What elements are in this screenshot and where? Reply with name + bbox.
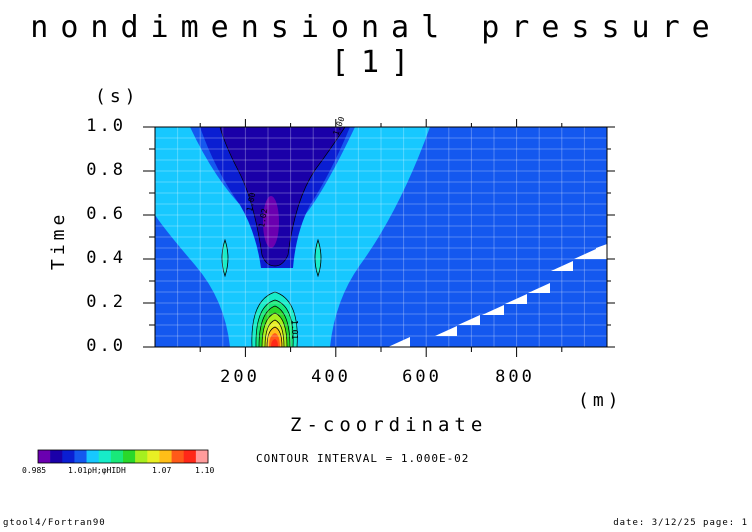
contour-label: 1.02	[257, 208, 269, 229]
contour-label: 1.01	[290, 320, 299, 339]
navy-core	[220, 127, 345, 266]
colorbar-swatch	[159, 450, 172, 463]
x-tick-label: 400	[311, 367, 351, 387]
colorbar-label-high: 1.07	[152, 466, 172, 475]
y-tick-label: 1.0	[86, 116, 126, 136]
colorbar-swatch	[86, 450, 100, 463]
left-side-blob	[221, 238, 229, 278]
contour-labels: 1.001.001.011.02	[245, 115, 346, 339]
lower-level-8	[271, 339, 278, 347]
colorbar-swatch	[195, 450, 209, 463]
colorbar-label-max: 1.10	[195, 466, 215, 475]
purple-core	[263, 196, 279, 248]
colorbar-frame	[37, 449, 209, 464]
colorbar-swatch	[171, 450, 185, 463]
colorbar-swatch	[183, 450, 197, 463]
x-tick-label: 200	[220, 367, 260, 387]
grid-lines	[154, 126, 608, 348]
y-tick-label: 0.0	[86, 336, 126, 356]
colorbar-label-mid: 1.01ρH;φHIDH	[68, 466, 126, 475]
colorbar-swatch	[110, 450, 124, 463]
colorbar-swatch	[147, 450, 160, 463]
y-tick-label: 0.6	[86, 204, 126, 224]
white-wedges	[388, 244, 607, 347]
colorbar-label-min: 0.985	[22, 466, 47, 475]
colorbar-swatch	[74, 450, 87, 463]
x-axis-unit: (m)	[578, 390, 623, 411]
contour-fills	[155, 127, 607, 347]
x-axis-label: Z-coordinate	[290, 414, 488, 436]
y-tick-label: 0.4	[86, 248, 126, 268]
contour-interval-text: CONTOUR INTERVAL = 1.000E-02	[256, 452, 470, 465]
y-tick-label: 0.2	[86, 292, 126, 312]
contour-label: 1.00	[245, 192, 257, 213]
colorbar-swatch	[135, 450, 148, 463]
y-tick-label: 0.8	[86, 160, 126, 180]
colorbar	[37, 449, 209, 464]
x-tick-label: 600	[402, 367, 442, 387]
colorbar-swatch	[123, 450, 136, 463]
colorbar-swatch	[98, 450, 112, 463]
x-tick-label: 800	[495, 367, 535, 387]
right-side-blob	[314, 238, 322, 278]
y-axis-unit: (s)	[95, 86, 140, 107]
footer-right: date: 3/12/25 page: 1	[613, 518, 748, 528]
axis-ticks	[143, 119, 615, 357]
chart-title: nondimensional pressure [1]	[30, 10, 722, 80]
colorbar-swatch	[38, 450, 51, 463]
colorbar-swatch	[50, 450, 63, 463]
footer-left: gtool4/Fortran90	[3, 518, 106, 528]
colorbar-swatch	[62, 450, 75, 463]
